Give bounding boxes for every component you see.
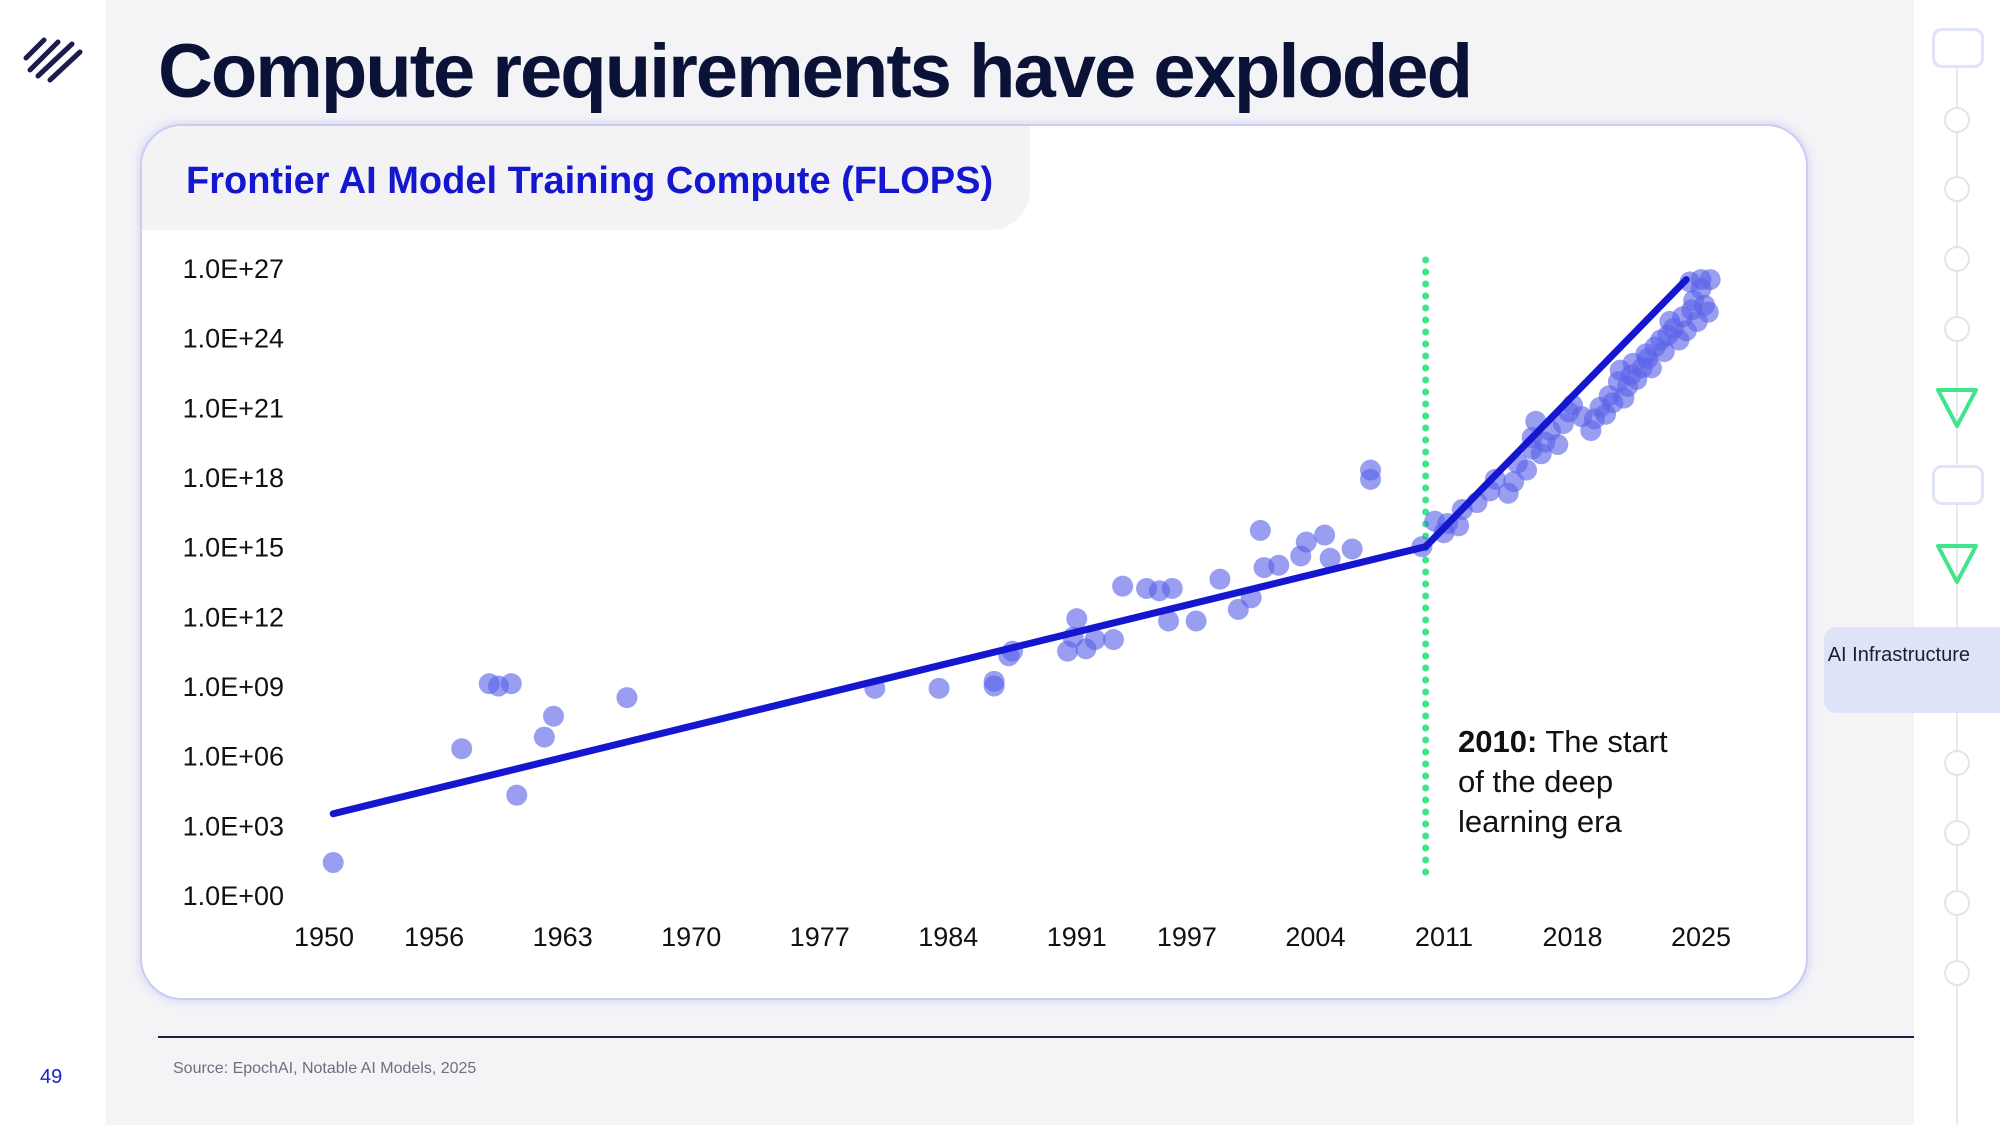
data-point (1547, 433, 1569, 455)
y-tick-label: 1.0E+18 (183, 463, 284, 493)
nav-active-label: AI Infrastructure (1827, 644, 1970, 666)
y-tick-label: 1.0E+24 (183, 324, 284, 354)
nav-dot[interactable] (1944, 820, 1970, 846)
y-tick-label: 1.0E+00 (183, 881, 284, 911)
chart-title-tab (142, 126, 1030, 230)
data-point (500, 673, 522, 695)
source-note: Source: EpochAI, Notable AI Models, 2025 (173, 1060, 477, 1077)
trend-line (329, 543, 1430, 818)
annotation-label: learning era (1458, 804, 1622, 839)
y-tick-label: 1.0E+12 (183, 602, 284, 632)
x-tick-label: 1950 (294, 922, 354, 952)
data-point (451, 738, 473, 760)
nav-dot[interactable] (1944, 750, 1970, 776)
annotation-label: of the deep (1458, 764, 1613, 799)
data-point (1066, 608, 1088, 630)
data-point (1653, 341, 1675, 363)
y-tick-label: 1.0E+15 (183, 533, 284, 563)
data-point (543, 705, 564, 727)
x-tick-label: 1977 (790, 922, 850, 952)
triangle-down-icon[interactable] (1934, 386, 1980, 430)
data-point (1161, 577, 1183, 599)
y-tick-label: 1.0E+09 (183, 672, 284, 702)
nav-dot[interactable] (1944, 316, 1970, 342)
triangle-down-icon[interactable] (1934, 542, 1980, 586)
nav-section-box[interactable] (1932, 28, 1984, 68)
data-point (533, 726, 555, 748)
nav-track (1956, 55, 1958, 1125)
y-tick-label: 1.0E+03 (183, 811, 284, 841)
page-title: Compute requirements have exploded (158, 29, 1473, 114)
data-point (1102, 629, 1124, 651)
page-number: 49 (40, 1066, 63, 1088)
trend-line (1422, 276, 1690, 551)
logo-icon (23, 37, 83, 83)
data-point (928, 677, 950, 699)
annotation-label: 2010: The start (1458, 724, 1668, 759)
chart-card: Frontier AI Model Training Compute (FLOP… (140, 124, 1808, 1000)
data-point (1268, 554, 1290, 576)
data-point (322, 851, 344, 873)
nav-dot[interactable] (1944, 176, 1970, 202)
x-tick-label: 1991 (1047, 922, 1107, 952)
data-point (983, 670, 1005, 692)
x-tick-label: 2018 (1542, 922, 1602, 952)
nav-dot[interactable] (1944, 107, 1970, 133)
x-tick-label: 2004 (1285, 922, 1345, 952)
x-tick-label: 1970 (661, 922, 721, 952)
y-tick-label: 1.0E+27 (183, 254, 284, 284)
x-tick-label: 1963 (533, 922, 593, 952)
data-point (1314, 524, 1336, 546)
footer-divider (158, 1036, 1914, 1038)
x-tick-label: 2011 (1415, 922, 1473, 952)
data-point (1249, 519, 1271, 541)
data-point (506, 784, 528, 806)
chart-title: Frontier AI Model Training Compute (FLOP… (186, 160, 994, 202)
data-point (1697, 301, 1719, 323)
data-point (1319, 547, 1341, 569)
data-point (1209, 568, 1231, 590)
data-point (1341, 538, 1363, 560)
data-point (1112, 575, 1134, 597)
y-tick-label: 1.0E+06 (183, 742, 284, 772)
chart-plot: 1.0E+00 1.0E+03 1.0E+06 1.0E+09 1.0E+12 1.0E+… (183, 254, 1731, 952)
data-point (1516, 459, 1538, 481)
x-tick-label: 2025 (1671, 922, 1731, 952)
data-point (1699, 269, 1721, 291)
y-tick-label: 1.0E+21 (183, 393, 284, 423)
nav-section-box[interactable] (1932, 465, 1984, 505)
x-tick-label: 1984 (918, 922, 978, 952)
data-point (1360, 459, 1382, 481)
nav-dot[interactable] (1944, 960, 1970, 986)
nav-dot[interactable] (1944, 246, 1970, 272)
nav-active-section[interactable]: AI Infrastructure (1824, 627, 2000, 713)
data-point (1640, 357, 1662, 379)
x-tick-label: 1997 (1157, 922, 1217, 952)
left-rail: 49 (0, 0, 106, 1125)
data-point (616, 687, 638, 709)
data-point (1185, 610, 1207, 632)
nav-dot[interactable] (1944, 890, 1970, 916)
data-point (1084, 629, 1106, 651)
data-point (1295, 531, 1317, 553)
data-point (1158, 610, 1180, 632)
x-tick-label: 1956 (404, 922, 464, 952)
